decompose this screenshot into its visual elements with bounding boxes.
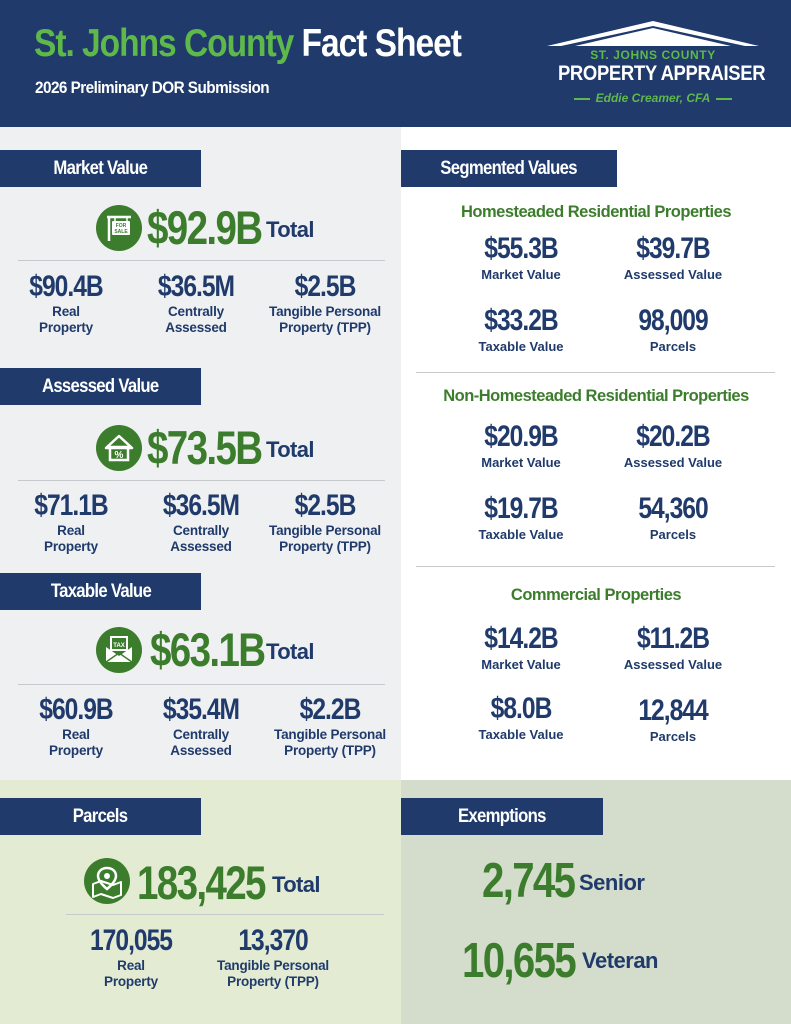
roof-icon: [547, 21, 759, 46]
divider: [66, 914, 384, 915]
svg-text:SALE: SALE: [114, 229, 128, 235]
taxable-total-value: $63.1B: [150, 623, 266, 676]
parcels-tab: Parcels: [0, 798, 201, 835]
market-stat-central: $36.5M Centrally Assessed: [157, 270, 235, 335]
segment-title-non-homesteaded: Non-Homesteaded Residential Properties: [443, 387, 749, 405]
market-total-row: FOR SALE $92.9B Total: [0, 200, 401, 256]
divider: [18, 260, 385, 261]
parcels-total-value: 183,425: [137, 856, 266, 909]
tax-envelope-icon: TAX: [96, 627, 142, 673]
map-pin-icon: [84, 858, 130, 904]
exemption-senior-value: 2,745: [482, 854, 576, 908]
taxable-stat-real: $60.9B Real Property: [39, 693, 113, 758]
header-banner: St. Johns County Fact Sheet 2026 Prelimi…: [0, 0, 791, 127]
commercial-parcels: 12,844 Parcels: [638, 694, 708, 744]
logo-person-line: Eddie Creamer, CFA: [545, 91, 761, 105]
homesteaded-taxable: $33.2B Taxable Value: [478, 304, 564, 354]
non-homesteaded-assessed: $20.2B Assessed Value: [623, 420, 723, 470]
taxable-stat-central: $35.4M Centrally Assessed: [162, 693, 240, 758]
exemption-veteran-value: 10,655: [462, 934, 577, 988]
left-panel: [0, 127, 401, 780]
svg-text:TAX: TAX: [113, 643, 125, 649]
title-county: St. Johns County: [34, 22, 294, 65]
non-homesteaded-market: $20.9B Market Value: [481, 420, 561, 470]
exemption-senior-label: Senior: [579, 870, 645, 895]
assessed-stat-central: $36.5M Centrally Assessed: [162, 489, 240, 554]
segmented-values-tab: Segmented Values: [401, 150, 617, 187]
parcels-stat-real: 170,055 Real Property: [89, 924, 173, 989]
exemption-veteran-label: Veteran: [582, 948, 659, 973]
market-stat-real: $90.4B Real Property: [29, 270, 103, 335]
page-title: St. Johns County Fact Sheet: [34, 22, 462, 66]
assessed-stat-real: $71.1B Real Property: [34, 489, 108, 554]
market-total-value: $92.9B: [147, 201, 263, 254]
property-appraiser-logo: ST. JOHNS COUNTY PROPERTY APPRAISER Eddi…: [545, 18, 766, 114]
for-sale-sign-icon: FOR SALE: [96, 205, 142, 251]
market-value-tab: Market Value: [0, 150, 201, 187]
assessed-stat-tpp: $2.5B Tangible Personal Property (TPP): [269, 489, 381, 554]
parcels-stat-tpp: 13,370 Tangible Personal Property (TPP): [217, 924, 329, 989]
assessed-value-tab: Assessed Value: [0, 368, 201, 405]
market-total-label: Total: [266, 217, 315, 242]
assessed-total-label: Total: [266, 437, 315, 462]
house-percent-icon: %: [96, 425, 142, 471]
svg-text:FOR: FOR: [116, 223, 127, 229]
commercial-taxable: $8.0B Taxable Value: [478, 692, 564, 742]
parcels-total-row: 183,425 Total: [0, 855, 401, 911]
non-homesteaded-parcels: 54,360 Parcels: [638, 492, 708, 542]
logo-person-text: Eddie Creamer, CFA: [595, 91, 711, 105]
divider: [416, 372, 775, 373]
taxable-stat-tpp: $2.2B Tangible Personal Property (TPP): [274, 693, 386, 758]
taxable-value-tab: Taxable Value: [0, 573, 201, 610]
assessed-total-value: $73.5B: [147, 421, 263, 474]
taxable-total-row: TAX $63.1B Total: [0, 622, 401, 678]
divider: [416, 566, 775, 567]
logo-office-text: PROPERTY APPRAISER: [557, 62, 766, 85]
commercial-assessed: $11.2B Assessed Value: [623, 622, 723, 672]
divider: [18, 684, 385, 685]
commercial-market: $14.2B Market Value: [481, 622, 561, 672]
taxable-total-label: Total: [266, 639, 315, 664]
homesteaded-parcels: 98,009 Parcels: [638, 304, 708, 354]
assessed-total-row: % $73.5B Total: [0, 420, 401, 476]
divider: [18, 480, 385, 481]
parcels-total-label: Total: [272, 872, 321, 897]
right-panel: [401, 127, 791, 780]
segment-title-commercial: Commercial Properties: [510, 586, 682, 604]
market-stat-tpp: $2.5B Tangible Personal Property (TPP): [269, 270, 381, 335]
segment-title-homesteaded: Homesteaded Residential Properties: [460, 203, 732, 221]
homesteaded-market: $55.3B Market Value: [481, 232, 561, 282]
svg-text:%: %: [115, 450, 124, 461]
homesteaded-assessed: $39.7B Assessed Value: [623, 232, 723, 282]
page-subtitle: 2026 Preliminary DOR Submission: [35, 78, 270, 97]
title-fact-sheet: Fact Sheet: [301, 22, 462, 65]
non-homesteaded-taxable: $19.7B Taxable Value: [478, 492, 564, 542]
exemptions-tab: Exemptions: [401, 798, 603, 835]
logo-county-text: ST. JOHNS COUNTY: [590, 48, 716, 62]
